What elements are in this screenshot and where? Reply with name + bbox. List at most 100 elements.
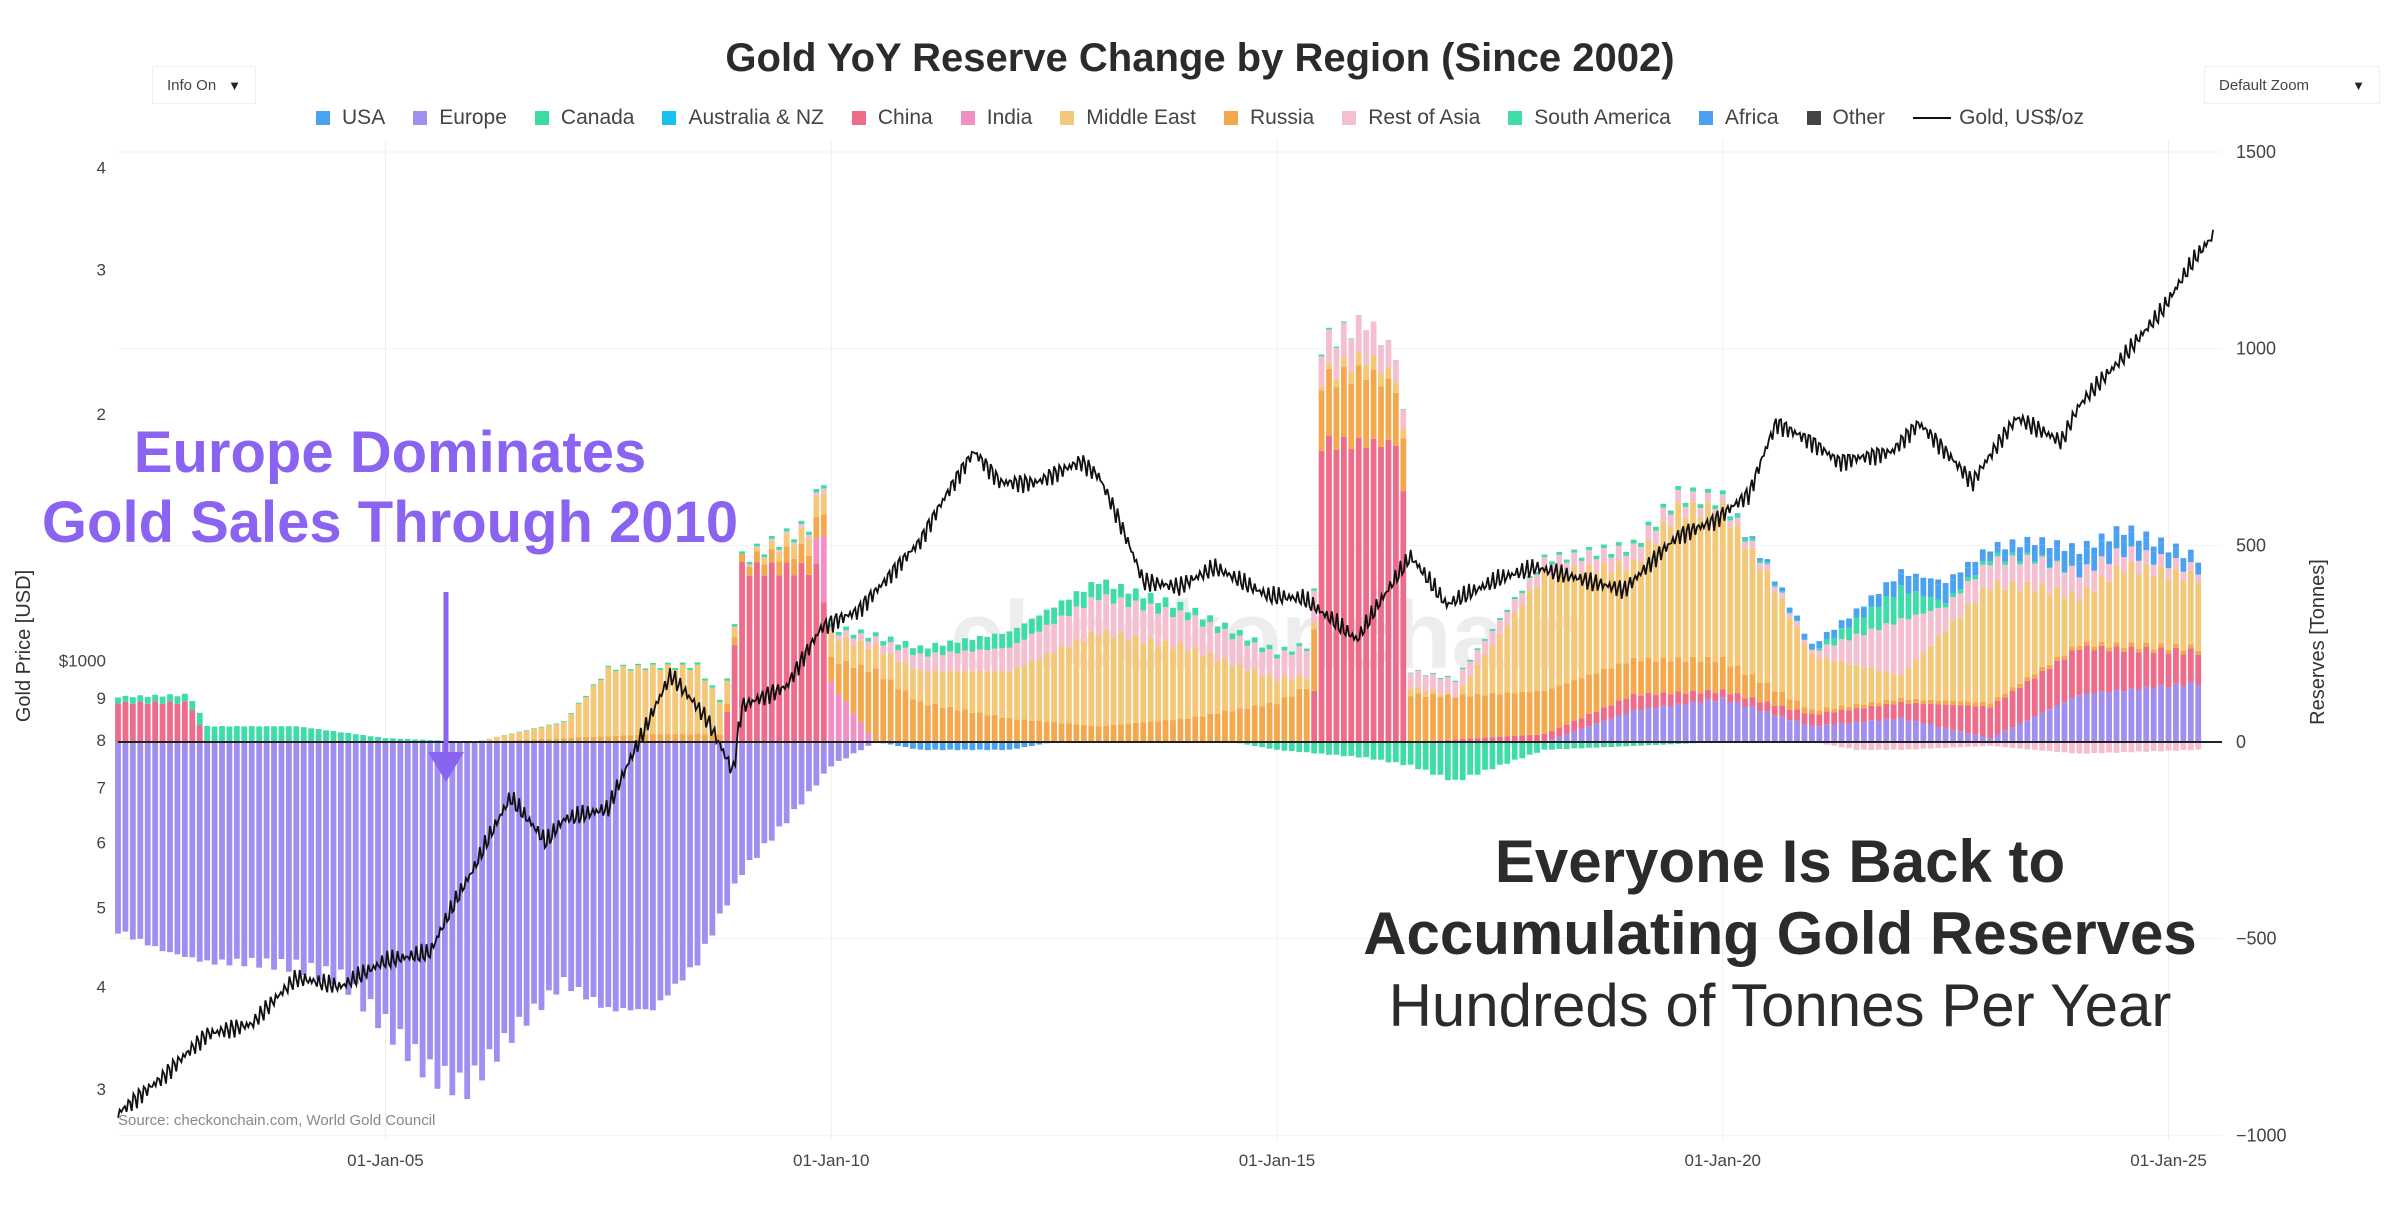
- bar-south-america: [768, 535, 775, 539]
- bar-middle-east: [1348, 371, 1355, 384]
- bar-south-america: [1645, 521, 1652, 526]
- bar-middle-east: [924, 672, 931, 706]
- legend-item-europe[interactable]: Europe: [413, 106, 507, 130]
- bar-south-america: [872, 632, 879, 637]
- bar-south-america: [1259, 647, 1266, 653]
- annotation-europe: Europe Dominates Gold Sales Through 2010: [30, 418, 750, 558]
- bar-south-america: [1563, 742, 1570, 750]
- bar-middle-east: [560, 721, 567, 739]
- bar-middle-east: [1719, 502, 1726, 657]
- bar-europe: [1697, 702, 1704, 742]
- bar-south-america: [115, 697, 121, 704]
- bar-rest-of-asia: [1125, 607, 1132, 641]
- bar-rest-of-asia: [1229, 639, 1236, 666]
- bar-usa: [1927, 583, 1934, 598]
- bar-africa: [2046, 548, 2053, 556]
- bar-rest-of-asia: [1014, 642, 1020, 668]
- bar-russia: [1942, 700, 1949, 705]
- bar-rest-of-asia: [1370, 321, 1377, 355]
- bar-europe: [167, 742, 173, 953]
- bar-europe: [1838, 722, 1845, 742]
- legend-item-india[interactable]: India: [960, 106, 1032, 130]
- bar-middle-east: [1296, 674, 1303, 689]
- legend-item-russia[interactable]: Russia: [1224, 106, 1314, 130]
- legend-item-china[interactable]: China: [851, 106, 933, 130]
- bar-russia: [1883, 699, 1890, 704]
- legend-swatch: [534, 111, 549, 125]
- bar-south-america: [397, 738, 404, 742]
- bar-russia: [657, 734, 664, 742]
- bar-south-america: [1511, 742, 1518, 760]
- bar-russia: [2098, 641, 2105, 646]
- bar-russia: [2069, 646, 2075, 651]
- bar-europe: [1965, 733, 1971, 742]
- bar-europe: [1875, 721, 1882, 742]
- bar-china: [167, 701, 173, 742]
- bar-middle-east: [1318, 386, 1325, 391]
- bar-middle-east: [754, 547, 760, 552]
- bar-south-america: [1890, 596, 1897, 625]
- bar-rest-of-asia: [2061, 742, 2068, 753]
- bar-europe: [2076, 695, 2083, 742]
- info-dropdown[interactable]: Info On ▼: [152, 66, 256, 104]
- legend-item-other[interactable]: Other: [1806, 106, 1886, 130]
- bar-russia: [1363, 379, 1370, 448]
- bar-china: [2128, 646, 2135, 689]
- bar-rest-of-asia: [1415, 670, 1422, 687]
- bar-china: [776, 575, 783, 742]
- bar-middle-east: [1541, 568, 1548, 692]
- bar-middle-east: [2195, 582, 2202, 651]
- bar-middle-east: [1496, 633, 1503, 695]
- bar-middle-east: [2076, 600, 2083, 646]
- bar-middle-east: [1355, 351, 1362, 366]
- bar-europe: [612, 742, 619, 1012]
- legend-item-canada[interactable]: Canada: [534, 106, 634, 130]
- bar-russia: [1801, 707, 1808, 714]
- bar-middle-east: [895, 661, 901, 690]
- bar-russia: [1415, 693, 1422, 742]
- legend-item-africa[interactable]: Africa: [1698, 106, 1779, 130]
- bar-russia: [1541, 691, 1548, 734]
- legend-item-usa[interactable]: USA: [316, 106, 385, 130]
- bar-usa: [1831, 629, 1838, 638]
- bar-middle-east: [687, 670, 693, 735]
- bar-middle-east: [2039, 583, 2046, 667]
- bar-europe: [464, 742, 471, 1100]
- zoom-dropdown[interactable]: Default Zoom ▼: [2204, 66, 2380, 104]
- bar-rest-of-asia: [1504, 612, 1511, 626]
- bar-middle-east: [494, 737, 500, 741]
- bar-rest-of-asia: [1875, 629, 1882, 671]
- bar-europe: [1704, 699, 1711, 742]
- bar-usa: [917, 742, 924, 750]
- bar-usa: [2002, 555, 2008, 562]
- bar-rest-of-asia: [1823, 742, 1830, 745]
- legend-item-south-america[interactable]: South America: [1508, 106, 1671, 130]
- bar-middle-east: [1935, 636, 1942, 701]
- bar-rest-of-asia: [1667, 514, 1674, 527]
- bar-south-america: [605, 665, 612, 667]
- bar-middle-east: [1288, 679, 1295, 697]
- bar-china: [122, 701, 129, 742]
- bar-rest-of-asia: [2031, 742, 2038, 750]
- legend-item-rest-of-asia[interactable]: Rest of Asia: [1342, 106, 1480, 130]
- bar-china: [2017, 687, 2023, 724]
- bar-europe: [791, 742, 797, 810]
- bar-rest-of-asia: [1006, 647, 1013, 672]
- bar-middle-east: [1400, 429, 1407, 439]
- bar-russia: [910, 699, 916, 742]
- bar-europe: [2143, 686, 2150, 742]
- legend-item-middle-east[interactable]: Middle East: [1060, 106, 1196, 130]
- bar-russia: [1207, 713, 1214, 742]
- bar-south-america: [1638, 742, 1644, 746]
- bar-rest-of-asia: [2002, 564, 2008, 590]
- bar-south-america: [1363, 742, 1370, 758]
- bar-south-america: [308, 728, 315, 742]
- bar-china: [791, 575, 797, 742]
- bar-middle-east: [1103, 629, 1110, 726]
- legend-item-australia-nz[interactable]: Australia & NZ: [662, 106, 824, 130]
- legend-label: Other: [1832, 106, 1886, 129]
- bar-rest-of-asia: [1905, 619, 1912, 668]
- legend-item-gold-us-oz[interactable]: Gold, US$/oz: [1913, 106, 2084, 130]
- bar-europe: [226, 742, 233, 966]
- bar-usa: [1965, 567, 1971, 578]
